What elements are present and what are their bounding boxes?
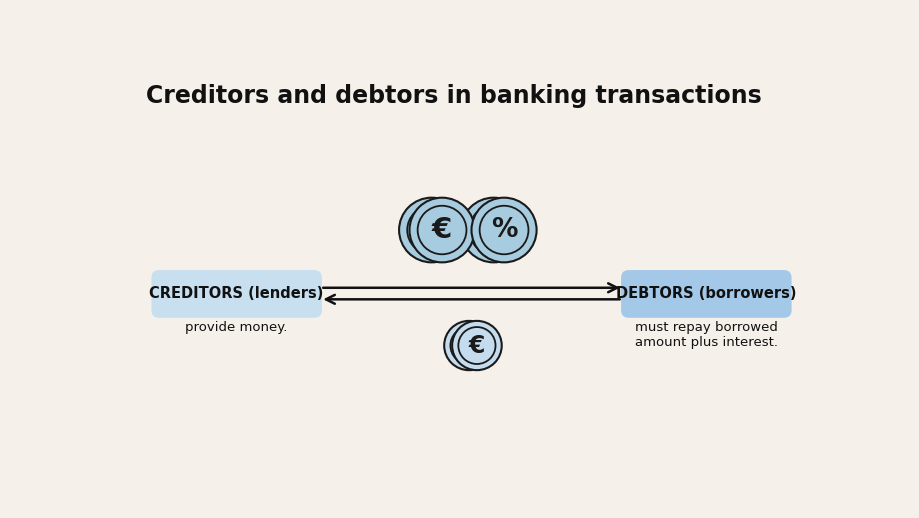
Circle shape xyxy=(409,198,474,262)
FancyBboxPatch shape xyxy=(620,270,790,318)
Text: Creditors and debtors in banking transactions: Creditors and debtors in banking transac… xyxy=(146,84,761,108)
Text: %: % xyxy=(490,217,516,243)
Text: €: € xyxy=(468,334,484,357)
Text: CREDITORS (lenders): CREDITORS (lenders) xyxy=(149,286,323,301)
Circle shape xyxy=(399,198,464,262)
Circle shape xyxy=(471,198,536,262)
FancyBboxPatch shape xyxy=(152,270,322,318)
Circle shape xyxy=(451,321,501,370)
Text: €: € xyxy=(431,216,452,244)
Circle shape xyxy=(460,198,526,262)
Text: DEBTORS (borrowers): DEBTORS (borrowers) xyxy=(616,286,796,301)
Text: provide money.: provide money. xyxy=(186,321,288,334)
Text: must repay borrowed
amount plus interest.: must repay borrowed amount plus interest… xyxy=(634,321,777,349)
Circle shape xyxy=(444,321,494,370)
